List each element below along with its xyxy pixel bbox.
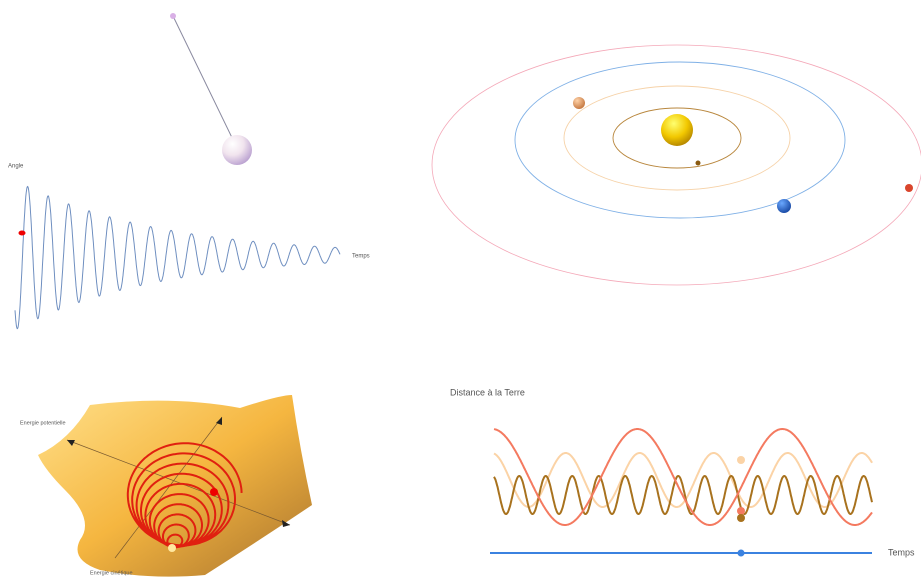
solar-system [431, 44, 921, 286]
distance-curve [493, 452, 873, 508]
planet-marker [737, 514, 745, 522]
distance-plot: Distance à la Terre Temps [450, 387, 915, 557]
orbit [612, 107, 742, 169]
surface [38, 395, 312, 577]
planet [695, 160, 701, 166]
time-marker [737, 549, 745, 557]
pendulum [170, 13, 252, 165]
axis-label: Energie cinétique [90, 570, 133, 576]
planet [905, 184, 913, 192]
axis-label: Temps [888, 547, 915, 557]
axis-label: Angle [8, 164, 24, 170]
pivot [170, 13, 176, 19]
planet [777, 199, 791, 213]
orbit [563, 85, 791, 191]
arrow-head [282, 520, 290, 527]
angle-plot: Angle Temps [8, 164, 370, 330]
axis [66, 439, 291, 526]
plot-title: Distance à la Terre [450, 387, 525, 397]
planet-marker [737, 507, 745, 515]
sun [661, 114, 693, 146]
planet [573, 97, 585, 109]
axis [114, 416, 223, 559]
planet-marker [737, 456, 745, 464]
distance-curve [493, 428, 873, 526]
axis-label: Temps [352, 254, 370, 260]
arrow-head [67, 440, 75, 446]
energy-surface: Energie potentielle Energie cinétique [20, 395, 312, 577]
rod [172, 15, 238, 149]
trajectory [126, 442, 243, 549]
orbit [514, 61, 846, 219]
orbit [431, 44, 921, 286]
distance-curve [493, 474, 873, 515]
bob [222, 135, 252, 165]
axis-label: Energie potentielle [20, 420, 66, 426]
state-marker [210, 488, 218, 496]
equilibrium [168, 544, 176, 552]
angle-marker [18, 230, 26, 236]
angle-curve [14, 185, 341, 330]
arrow-head [216, 417, 222, 425]
